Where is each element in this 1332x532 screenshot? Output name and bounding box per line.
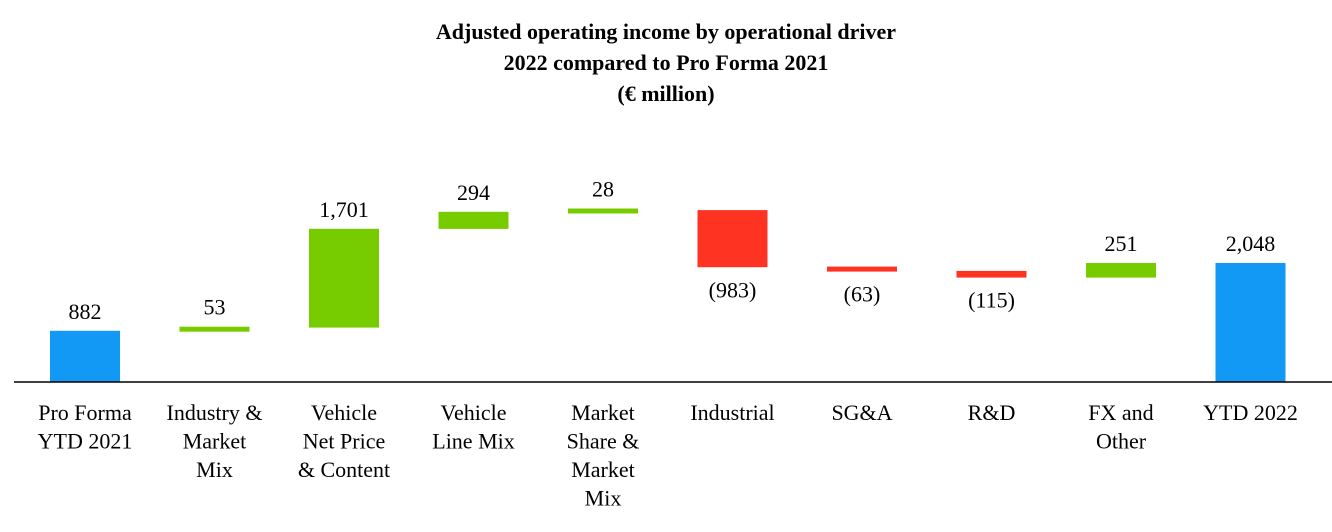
category-label-ytd-2022: YTD 2022	[1203, 400, 1298, 425]
value-label-vehicle-line-mix: 294	[457, 180, 490, 205]
bar-randd	[956, 270, 1027, 278]
value-label-fx-and-other: 251	[1105, 231, 1138, 256]
category-label-line: & Content	[298, 457, 390, 482]
value-label-industry-and-market-mix: 53	[204, 295, 226, 320]
chart-title: Adjusted operating income by operational…	[436, 19, 896, 44]
category-label-line: R&D	[968, 400, 1016, 425]
category-label-line: Vehicle	[311, 400, 377, 425]
category-label-line: SG&A	[831, 400, 892, 425]
value-label-vehicle-net-price-and-content: 1,701	[319, 197, 369, 222]
category-label-line: Market	[183, 429, 247, 454]
category-label-line: YTD 2021	[38, 429, 133, 454]
category-label-industry-and-market-mix: Industry & Market Mix	[167, 400, 263, 482]
category-label-line: YTD 2022	[1203, 400, 1298, 425]
value-label-ytd-2022: 2,048	[1226, 231, 1276, 256]
bar-sganda	[827, 266, 897, 272]
category-label-line: Mix	[196, 457, 233, 482]
value-label-sganda: (63)	[844, 282, 881, 307]
category-label-line: Vehicle	[441, 400, 507, 425]
bar-industrial	[697, 210, 768, 268]
value-labels-layer: 882 53 1,701 294 28 (983) (63) (115) 251 2,048	[69, 177, 1276, 324]
bar-market-share-and-market-mix	[568, 208, 638, 214]
category-label-line: FX and	[1088, 400, 1153, 425]
bar-industry-and-market-mix	[179, 326, 250, 332]
category-label-fx-and-other: FX and Other	[1088, 400, 1153, 454]
value-label-industrial: (983)	[709, 277, 757, 302]
chart-unit-label: (€ million)	[617, 81, 714, 106]
bar-pro-forma-ytd-2021	[50, 330, 120, 382]
bar-fx-and-other	[1086, 263, 1156, 278]
category-label-line: Other	[1096, 429, 1147, 454]
category-label-line: Industry &	[167, 400, 263, 425]
value-label-randd: (115)	[968, 288, 1015, 313]
bar-vehicle-line-mix	[438, 211, 509, 229]
bars-layer	[50, 208, 1286, 382]
category-label-line: Market	[571, 457, 635, 482]
category-label-line: Net Price	[303, 429, 385, 454]
category-label-sganda: SG&A	[831, 400, 892, 425]
category-label-randd: R&D	[968, 400, 1016, 425]
category-label-line: Line Mix	[432, 429, 515, 454]
category-label-line: Share &	[567, 429, 640, 454]
category-labels-layer: Pro Forma YTD 2021 Industry & Market Mix Vehi…	[38, 400, 1298, 511]
category-label-pro-forma-ytd-2021: Pro Forma YTD 2021	[38, 400, 133, 454]
category-label-industrial: Industrial	[690, 400, 774, 425]
category-label-vehicle-line-mix: Vehicle Line Mix	[432, 400, 515, 454]
value-label-pro-forma-ytd-2021: 882	[69, 299, 102, 324]
category-label-market-share-and-market-mix: Market Share & Market Mix	[567, 400, 640, 511]
value-label-market-share-and-market-mix: 28	[592, 177, 614, 202]
bar-vehicle-net-price-and-content	[309, 228, 379, 328]
category-label-vehicle-net-price-and-content: Vehicle Net Price & Content	[298, 400, 390, 482]
category-label-line: Industrial	[690, 400, 774, 425]
category-label-line: Mix	[585, 486, 622, 511]
category-label-line: Pro Forma	[38, 400, 132, 425]
bar-ytd-2022	[1215, 263, 1286, 382]
chart-subtitle: 2022 compared to Pro Forma 2021	[504, 50, 829, 75]
category-label-line: Market	[571, 400, 635, 425]
